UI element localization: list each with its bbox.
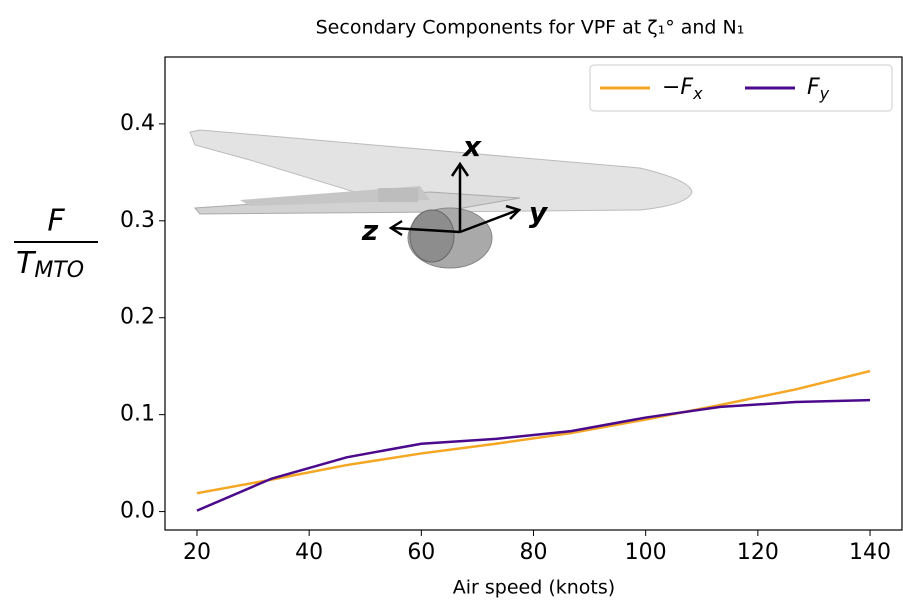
y-label-denominator: TMTO <box>16 246 84 284</box>
legend-name: F <box>807 75 820 100</box>
chart-title: Secondary Components for VPF at ζ₁° and … <box>316 17 745 39</box>
legend-subscript: y <box>819 84 830 103</box>
x-axis-label: Air speed (knots) <box>453 577 615 599</box>
data-line <box>196 398 871 512</box>
y-label-denominator-main: T <box>16 246 37 281</box>
y-tick-label: 0.3 <box>120 208 155 233</box>
y-tick-label: 0.1 <box>120 402 155 427</box>
y-tick-label: 0.4 <box>120 111 155 136</box>
y-label-denominator-subscript: MTO <box>34 258 84 283</box>
x-tick-label: 60 <box>407 540 435 565</box>
axis-annotation: z <box>361 214 379 247</box>
axis-annotation: y <box>529 196 549 229</box>
x-tick-label: 120 <box>737 540 779 565</box>
legend-label: Fy <box>807 75 830 103</box>
airplane-illustration: x y z <box>189 129 693 269</box>
x-tick-label: 40 <box>295 540 323 565</box>
x-tick-label: 20 <box>183 540 211 565</box>
x-tick-label: 80 <box>520 540 548 565</box>
legend-subscript: x <box>692 84 703 103</box>
axis-annotation: x <box>461 130 482 163</box>
y-tick-label: 0.0 <box>120 499 155 524</box>
plot-frame <box>164 56 903 531</box>
legend-name: −F <box>662 75 693 100</box>
legend-label: −Fx <box>662 75 703 103</box>
x-tick-label: 140 <box>849 540 891 565</box>
x-tick-label: 100 <box>625 540 667 565</box>
data-line <box>196 369 871 495</box>
legend-box <box>589 64 893 112</box>
y-label-numerator: F <box>47 204 65 239</box>
y-tick-label: 0.2 <box>120 305 155 330</box>
